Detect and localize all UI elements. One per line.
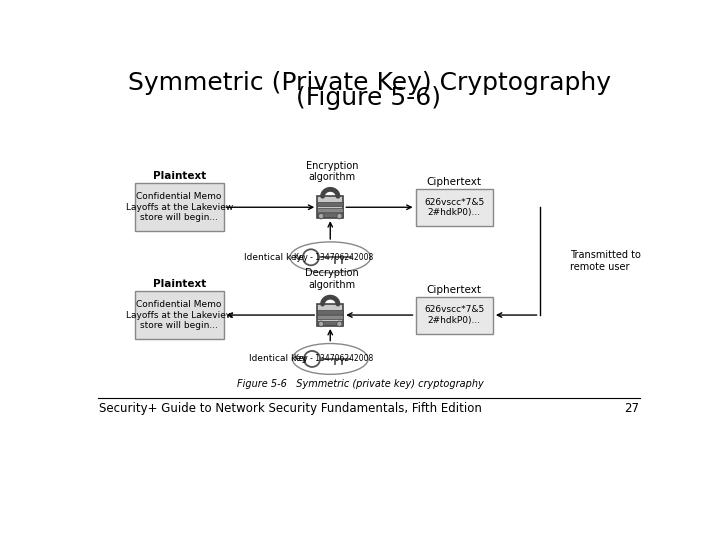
Bar [415, 296, 493, 334]
Text: Key - 134706242008: Key - 134706242008 [294, 253, 374, 262]
Bar [317, 321, 343, 325]
Ellipse shape [292, 343, 368, 374]
Text: Confidential Memo
Layoffs at the Lakeview
store will begin...: Confidential Memo Layoffs at the Lakevie… [125, 300, 233, 330]
Circle shape [318, 321, 324, 327]
Text: Figure 5-6   Symmetric (private key) cryptography: Figure 5-6 Symmetric (private key) crypt… [238, 379, 484, 389]
Text: (Figure 5-6): (Figure 5-6) [297, 86, 441, 110]
Bar [317, 315, 343, 320]
Ellipse shape [290, 242, 371, 273]
Bar [317, 213, 343, 217]
Text: Security+ Guide to Network Security Fundamentals, Fifth Edition: Security+ Guide to Network Security Fund… [99, 402, 482, 415]
Text: Identical key: Identical key [249, 354, 307, 363]
Bar [135, 184, 224, 231]
Bar [415, 189, 493, 226]
Text: Encryption
algorithm: Encryption algorithm [305, 160, 358, 182]
Circle shape [337, 321, 342, 327]
Text: Decryption
algorithm: Decryption algorithm [305, 268, 359, 290]
Text: Ciphertext: Ciphertext [427, 177, 482, 187]
Text: Key - 134706242008: Key - 134706242008 [294, 354, 374, 363]
Text: Symmetric (Private Key) Cryptography: Symmetric (Private Key) Cryptography [127, 71, 611, 95]
Text: 27: 27 [624, 402, 639, 415]
Bar [317, 196, 343, 218]
Bar [317, 310, 343, 314]
Text: 626vscc*7&5
2#hdkP0)...: 626vscc*7&5 2#hdkP0)... [424, 198, 485, 217]
Circle shape [318, 213, 324, 219]
Bar [317, 304, 343, 326]
Text: Identical key: Identical key [244, 253, 302, 262]
Text: Transmitted to
remote user: Transmitted to remote user [570, 251, 642, 272]
Bar [317, 202, 343, 206]
Text: Plaintext: Plaintext [153, 279, 206, 289]
Circle shape [337, 213, 342, 219]
Bar [135, 291, 224, 339]
Text: Ciphertext: Ciphertext [427, 285, 482, 295]
Bar [317, 208, 343, 212]
Text: 626vscc*7&5
2#hdkP0)...: 626vscc*7&5 2#hdkP0)... [424, 305, 485, 325]
Text: Plaintext: Plaintext [153, 172, 206, 181]
Text: Confidential Memo
Layoffs at the Lakeview
store will begin...: Confidential Memo Layoffs at the Lakevie… [125, 192, 233, 222]
